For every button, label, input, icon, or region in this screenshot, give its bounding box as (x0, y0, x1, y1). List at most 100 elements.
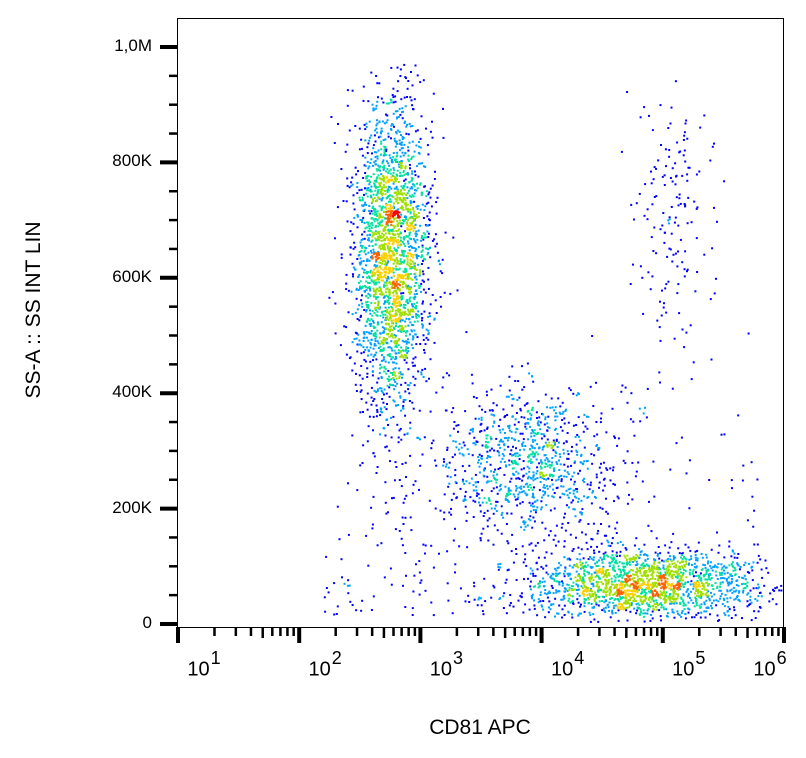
data-point (410, 263, 413, 266)
data-point (413, 200, 416, 203)
data-point (354, 125, 357, 127)
data-point (407, 308, 409, 311)
data-point (523, 528, 526, 531)
data-point (565, 408, 567, 411)
data-point (505, 495, 508, 498)
data-point (403, 173, 406, 176)
data-point (525, 422, 528, 425)
data-point (377, 321, 380, 324)
data-point (673, 337, 676, 340)
data-point (380, 235, 383, 238)
data-point (386, 254, 389, 257)
data-point (693, 566, 696, 569)
data-point (473, 581, 475, 584)
data-point (408, 318, 411, 321)
data-point (394, 336, 397, 339)
data-point (480, 462, 482, 465)
data-point (391, 361, 394, 364)
data-point (396, 169, 399, 172)
data-point (562, 582, 564, 585)
data-point (397, 404, 400, 406)
data-point (366, 336, 368, 339)
data-point (589, 620, 592, 623)
data-point (712, 588, 715, 590)
data-point (582, 578, 585, 580)
data-point (635, 603, 638, 606)
data-point (524, 558, 526, 561)
data-point (385, 148, 388, 151)
data-point (486, 457, 489, 460)
data-point (726, 582, 729, 585)
data-point (361, 286, 364, 289)
data-point (538, 446, 541, 449)
data-point (383, 366, 386, 369)
data-point (409, 454, 412, 457)
data-point (716, 220, 718, 223)
data-point (702, 563, 705, 566)
data-point (583, 572, 586, 575)
data-point (570, 464, 572, 467)
data-point (623, 581, 626, 584)
data-point (359, 280, 362, 283)
data-point (400, 141, 403, 144)
data-point (388, 293, 391, 296)
data-point (765, 567, 768, 570)
data-point (756, 543, 759, 546)
data-point (339, 344, 342, 347)
data-point (536, 506, 539, 509)
data-point (694, 550, 697, 553)
data-point (543, 539, 546, 542)
data-point (576, 598, 579, 601)
data-point (731, 487, 733, 490)
data-point (602, 461, 605, 464)
data-point (378, 120, 381, 123)
data-point (398, 267, 401, 270)
data-point (617, 568, 620, 571)
data-point (398, 161, 401, 163)
data-point (514, 498, 517, 501)
data-point (392, 87, 395, 90)
data-point (668, 546, 671, 549)
data-point (651, 568, 654, 571)
data-point (384, 257, 387, 260)
data-point (383, 176, 385, 179)
data-point (360, 344, 363, 347)
data-point (517, 599, 520, 602)
data-point (676, 597, 679, 600)
data-point (325, 555, 328, 558)
data-point (371, 224, 374, 227)
data-point (470, 373, 473, 376)
data-point (727, 605, 730, 608)
data-point (635, 553, 638, 556)
data-point (442, 458, 445, 461)
data-point (359, 464, 362, 467)
data-point (587, 496, 590, 499)
data-point (566, 557, 569, 560)
data-point (356, 215, 359, 218)
data-point (579, 558, 582, 561)
data-point (667, 219, 670, 222)
data-point (353, 216, 356, 219)
data-point (534, 511, 537, 514)
data-point (561, 401, 564, 404)
data-point (694, 596, 697, 599)
data-point (367, 296, 370, 299)
data-point (687, 166, 690, 169)
data-point (663, 594, 666, 597)
data-point (697, 592, 700, 594)
data-point (726, 610, 729, 613)
data-point (579, 612, 582, 615)
data-point (737, 598, 740, 601)
data-point (361, 221, 364, 223)
data-point (587, 415, 590, 418)
data-point (391, 497, 393, 500)
data-point (420, 579, 423, 582)
data-point (676, 575, 679, 578)
data-point (528, 501, 531, 504)
data-point (655, 581, 658, 584)
data-point (639, 613, 642, 616)
data-point (378, 286, 381, 289)
data-point (523, 485, 525, 488)
data-point (711, 569, 714, 572)
data-point (410, 156, 413, 159)
